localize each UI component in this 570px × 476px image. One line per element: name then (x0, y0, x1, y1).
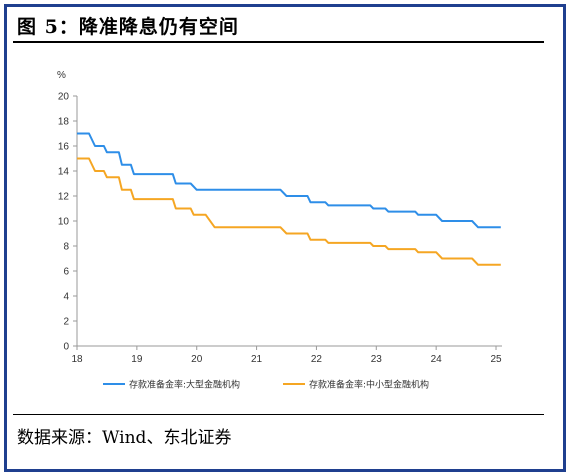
figure-frame (4, 4, 566, 472)
series-line-1 (77, 132, 501, 229)
x-tick-label: 20 (191, 354, 203, 365)
title-rule (13, 41, 544, 43)
y-tick-label: 14 (58, 167, 70, 178)
y-tick-label: 4 (63, 292, 69, 303)
x-tick-label: 19 (131, 354, 143, 365)
source-rule (13, 414, 544, 415)
x-tick-label: 23 (371, 354, 383, 365)
y-tick-label: 8 (63, 242, 69, 253)
y-axis-label: % (57, 70, 66, 81)
figure-title: 图 5：降准降息仍有空间 (17, 16, 239, 38)
x-tick-label: 24 (431, 354, 443, 365)
legend-label-2: 存款准备金率:中小型金融机构 (309, 379, 429, 391)
y-tick-label: 18 (58, 117, 70, 128)
legend-label-1: 存款准备金率:大型金融机构 (129, 379, 240, 391)
y-tick-label: 0 (63, 342, 69, 353)
y-tick-label: 20 (58, 92, 70, 103)
plot-lines (77, 132, 501, 266)
y-tick-label: 12 (58, 192, 70, 203)
y-tick-label: 10 (58, 217, 70, 228)
source-note: 数据来源：Wind、东北证券 (17, 428, 232, 448)
x-tick-label: 25 (490, 354, 502, 365)
x-tick-label: 18 (71, 354, 83, 365)
legend: 存款准备金率:大型金融机构 存款准备金率:中小型金融机构 (103, 379, 429, 391)
x-tick-label: 21 (251, 354, 263, 365)
y-tick-label: 6 (63, 267, 69, 278)
x-tick-label: 22 (311, 354, 323, 365)
series-line-2 (77, 157, 501, 266)
y-tick-label: 2 (63, 317, 69, 328)
y-axis: 0 2 4 6 8 10 12 14 16 18 20 (58, 92, 78, 353)
x-axis: 18 19 20 21 22 23 24 25 (71, 345, 502, 365)
y-tick-label: 16 (58, 142, 70, 153)
